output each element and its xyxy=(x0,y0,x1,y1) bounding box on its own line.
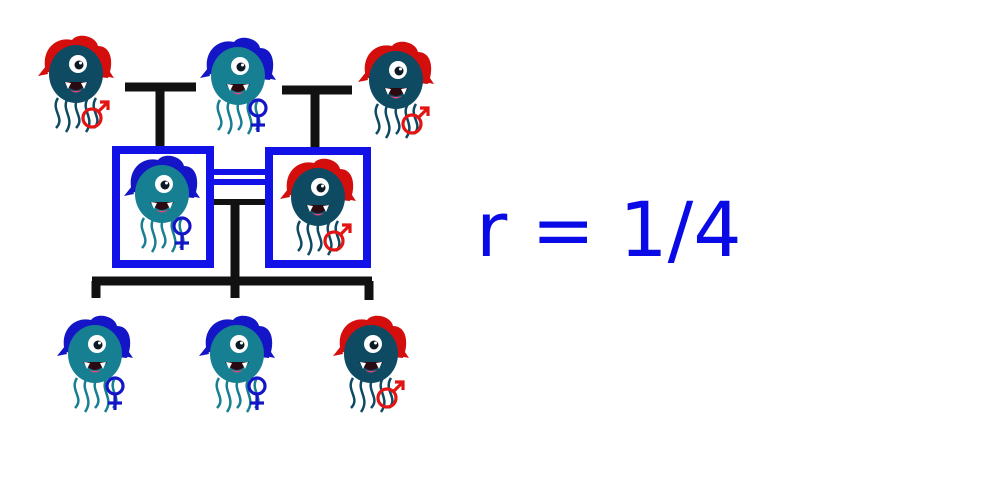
female-symbol-icon xyxy=(172,216,192,250)
body-icon xyxy=(49,45,103,103)
eye-icon xyxy=(88,335,106,353)
body-icon xyxy=(344,325,398,383)
tentacles-icon xyxy=(215,377,260,413)
grandparent-3 xyxy=(358,41,434,139)
body-icon xyxy=(369,51,423,109)
mouth-icon xyxy=(384,88,408,99)
monster-figures xyxy=(38,35,434,413)
highlight-boxes xyxy=(112,146,371,268)
female-symbol-icon xyxy=(248,98,268,132)
pedigree-lines xyxy=(91,82,374,300)
father xyxy=(280,158,356,256)
eye-icon xyxy=(311,178,329,196)
child-2 xyxy=(199,315,275,413)
child-3 xyxy=(333,315,409,413)
female-symbol-icon xyxy=(105,376,125,410)
eye-icon xyxy=(230,335,248,353)
body-icon xyxy=(68,325,122,383)
eye-icon xyxy=(231,57,249,75)
male-symbol-icon xyxy=(401,106,430,135)
female-symbol-icon xyxy=(247,376,267,410)
child-1 xyxy=(57,315,133,413)
highlight-box-mother xyxy=(112,146,214,268)
mouth-icon xyxy=(150,202,174,213)
male-symbol-icon xyxy=(81,100,110,129)
tentacles-icon xyxy=(140,217,185,253)
body-icon xyxy=(210,325,264,383)
grandparent-2 xyxy=(200,37,276,135)
body-icon xyxy=(291,168,345,226)
body-icon xyxy=(135,165,189,223)
grandparent-1 xyxy=(38,35,114,133)
male-symbol-icon xyxy=(376,380,405,409)
mother xyxy=(124,155,200,253)
male-symbol-icon xyxy=(323,223,352,252)
mouth-icon xyxy=(359,362,383,373)
mouth-icon xyxy=(225,362,249,373)
tentacles-icon xyxy=(73,377,118,413)
mouth-icon xyxy=(64,82,88,93)
highlight-box-father xyxy=(265,147,371,268)
eye-icon xyxy=(364,335,382,353)
body-icon xyxy=(211,47,265,105)
mouth-icon xyxy=(306,205,330,216)
mouth-icon xyxy=(226,84,250,95)
eye-icon xyxy=(155,175,173,193)
tentacles-icon xyxy=(216,99,261,135)
eye-icon xyxy=(69,55,87,73)
eye-icon xyxy=(389,61,407,79)
relatedness-label: r = 1/4 xyxy=(476,185,742,274)
mouth-icon xyxy=(83,362,107,373)
